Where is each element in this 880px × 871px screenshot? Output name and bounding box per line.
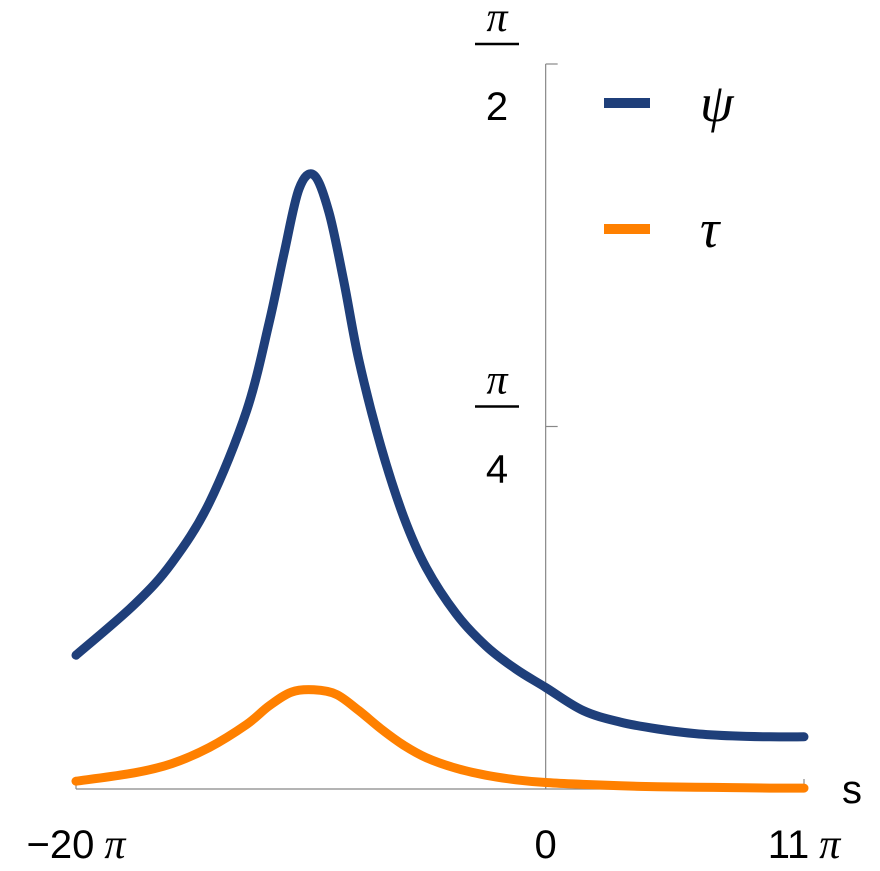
series-line-psi (71, 169, 809, 742)
series-group (71, 169, 809, 793)
legend-label: τ (700, 199, 721, 259)
legend: ψτ (604, 73, 735, 259)
x-tick-label: −20 π (27, 822, 127, 868)
series-line-tau (71, 685, 809, 793)
x-tick-label: 11 π (768, 822, 842, 868)
x-tick-number: 11 (768, 823, 810, 867)
x-tick-label: 0 (535, 823, 557, 867)
x-tick-pi: π (819, 822, 841, 868)
y-tick-denominator: 4 (486, 448, 508, 492)
y-tick-denominator: 2 (486, 85, 508, 129)
y-tick-numerator: π (486, 0, 508, 41)
x-tick-pi: π (104, 822, 126, 868)
legend-label: ψ (700, 73, 735, 133)
x-tick-number: −20 (27, 823, 95, 867)
x-tick-number: 0 (535, 823, 557, 867)
y-tick-numerator: π (486, 358, 508, 404)
x-axis-label: s (842, 768, 862, 812)
